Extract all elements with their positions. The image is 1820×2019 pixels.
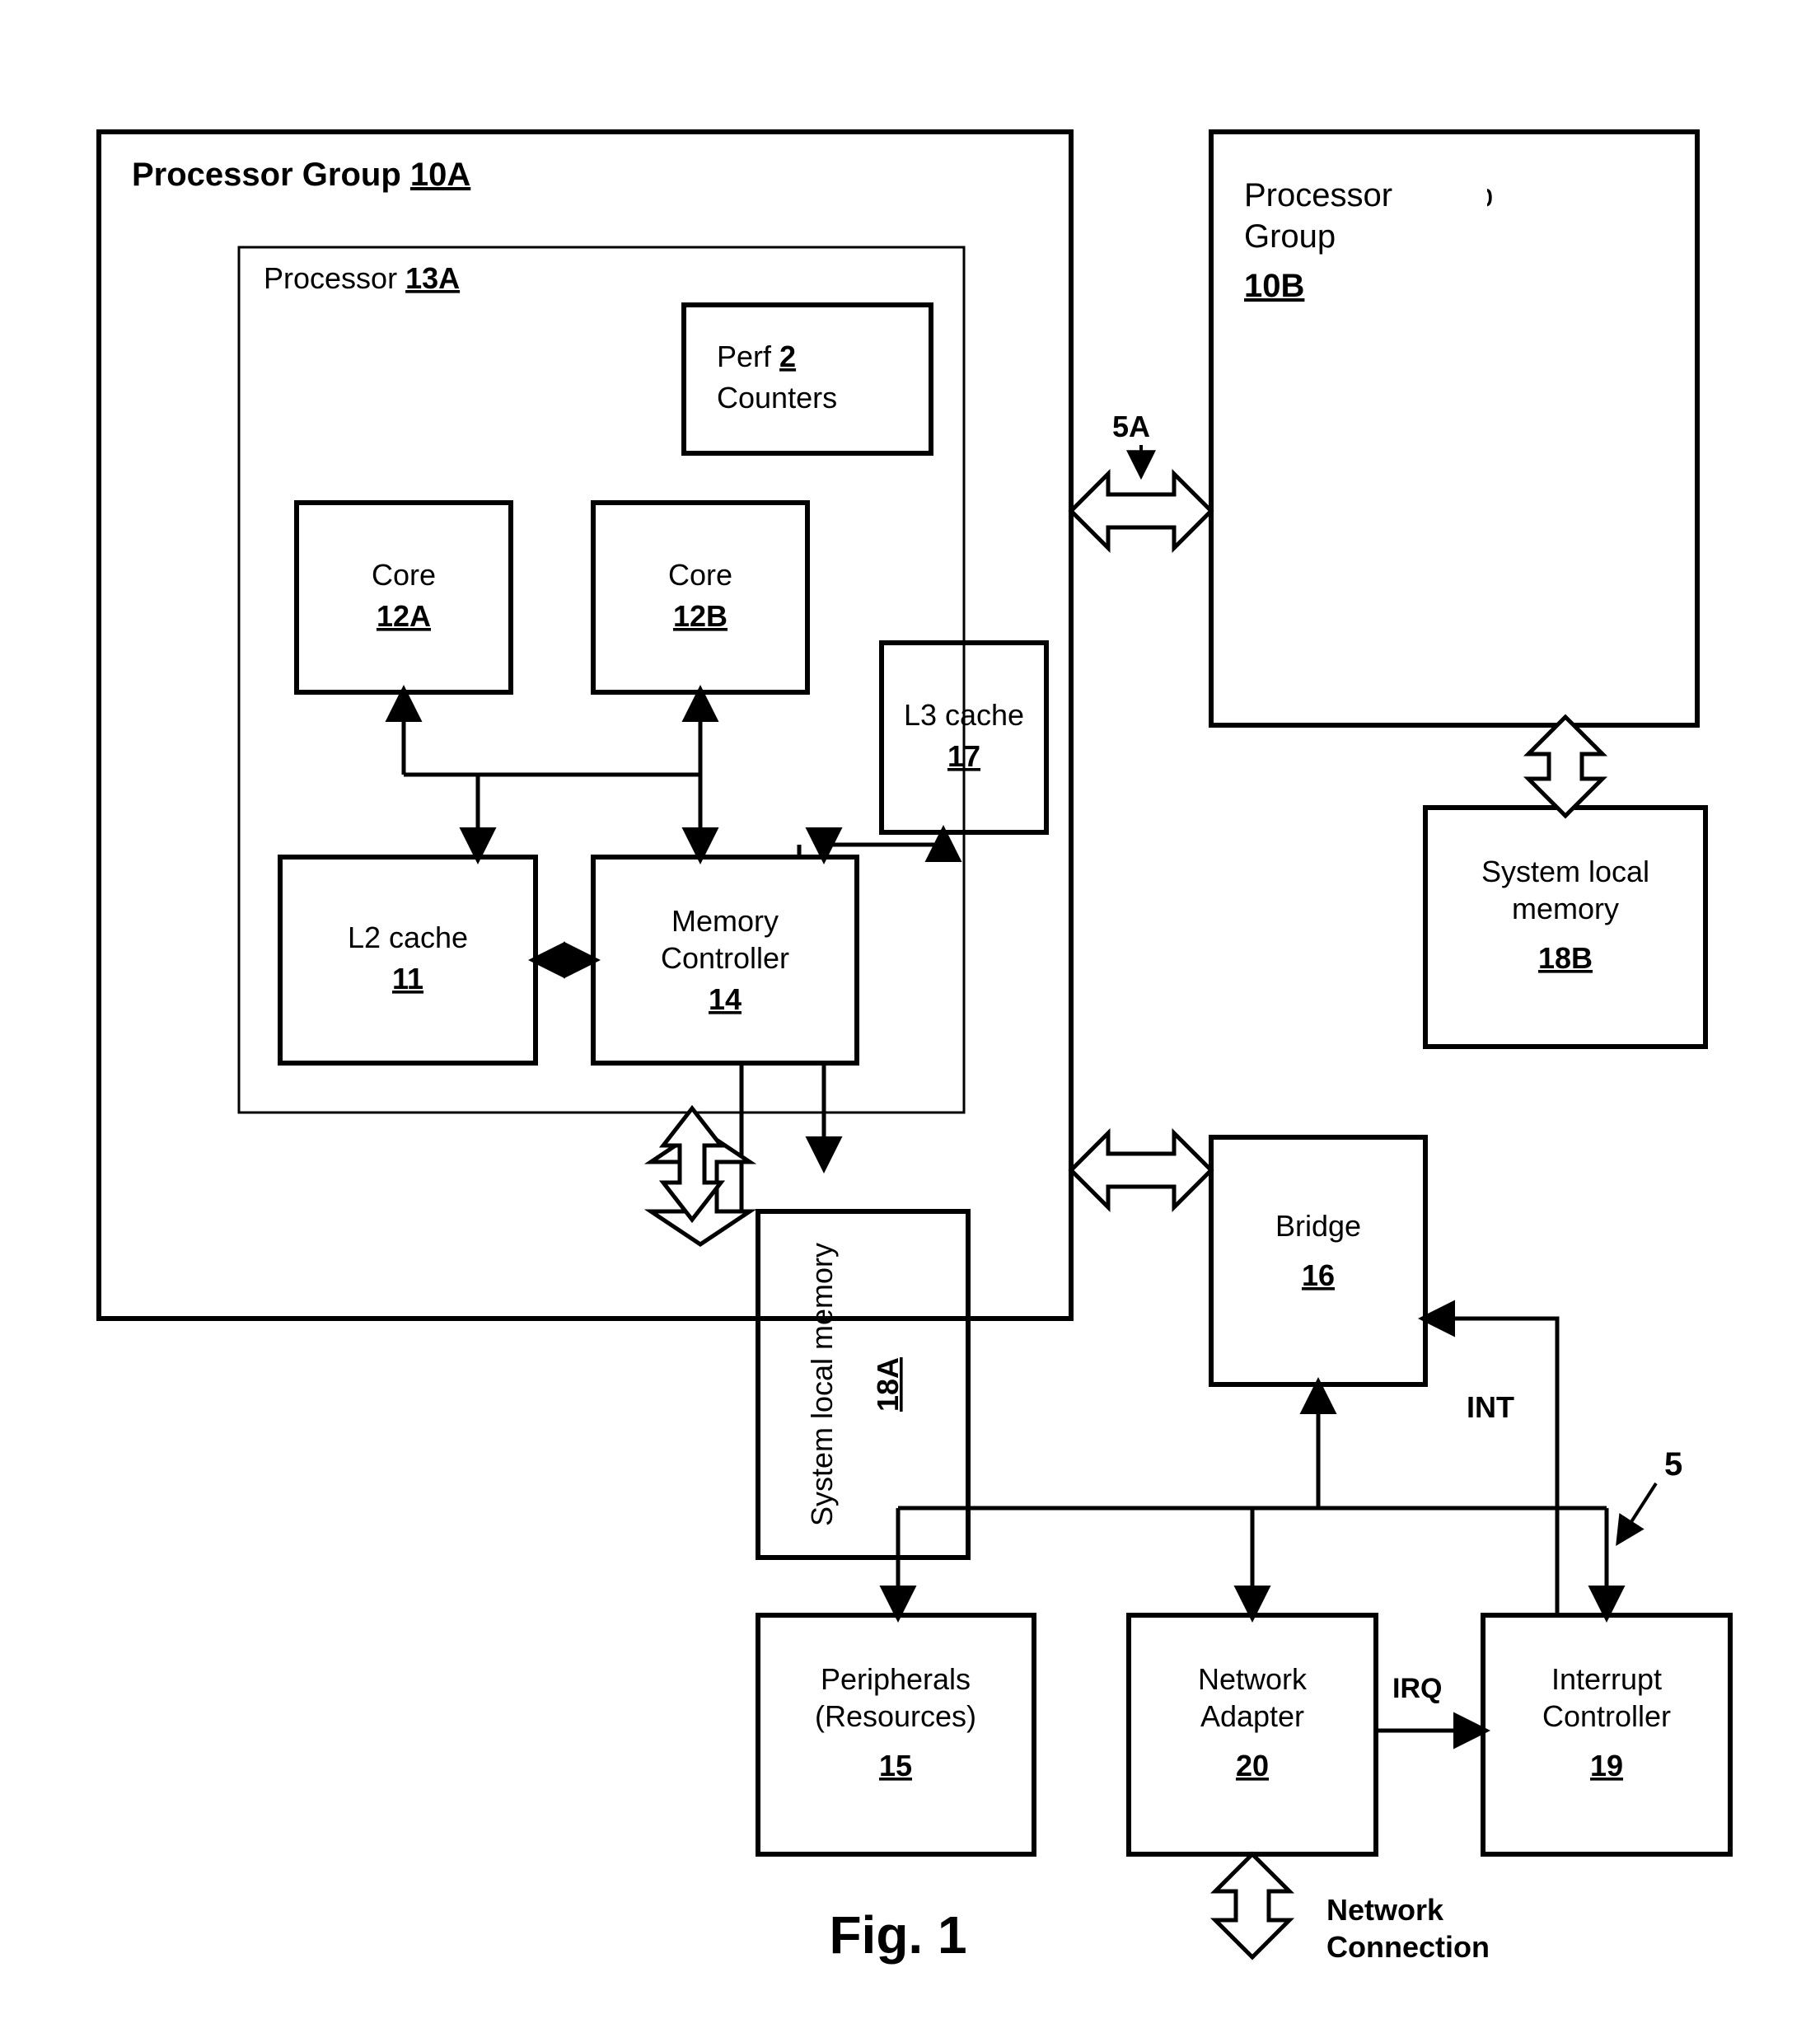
svg-text:Adapter: Adapter [1200,1699,1304,1733]
svg-text:14: 14 [709,982,742,1016]
pg10b-l2: Group [1244,218,1336,255]
ref-5: 5 [1664,1446,1682,1483]
svg-text:11: 11 [392,962,423,995]
svg-text:L3 cache: L3 cache [904,698,1024,732]
l2-cache: L2 cache 11 [280,857,536,1063]
svg-text:18A: 18A [871,1357,905,1412]
svg-text:Controller: Controller [1542,1699,1671,1733]
memctl-l3-link [824,832,943,857]
hollow-arrow-10a-10b [1071,474,1211,548]
svg-text:Bridge: Bridge [1275,1209,1361,1243]
pg10a-title: Processor Group 10A [132,157,470,193]
peripherals: Peripherals (Resources) 15 [758,1615,1034,1854]
svg-text:System local: System local [1481,855,1649,888]
pg10b-ref: 10B [1244,268,1304,304]
svg-text:Interrupt: Interrupt [1551,1662,1662,1696]
svg-text:Core: Core [668,558,732,592]
hollow-arrow-network [1215,1854,1289,1957]
svg-text:memory: memory [1512,892,1619,925]
core-12b: Core 12B [593,503,807,692]
system-local-memory-18a: System local memory 18A [758,1211,968,1558]
svg-text:Core: Core [372,558,436,592]
int-line [1425,1319,1557,1615]
irq-label: IRQ [1392,1673,1442,1704]
proc13a-title: Processor 13A [264,261,460,295]
memory-controller: Memory Controller 14 [593,857,857,1063]
svg-text:Memory: Memory [671,904,779,938]
figure-title: Fig. 1 [829,1905,966,1965]
pg10b-l1: Processor [1244,177,1392,213]
svg-text:L2 cache: L2 cache [348,920,468,954]
svg-text:18B: 18B [1538,941,1593,975]
system-local-memory-18b: System local memory 18B [1425,808,1705,1047]
svg-text:12A: 12A [377,599,431,633]
perf-counters: Perf 2 Counters [684,305,931,453]
svg-text:Peripherals: Peripherals [821,1662,971,1696]
svg-text:(Resources): (Resources) [815,1699,976,1733]
svg-text:System local memory: System local memory [805,1243,839,1526]
net-conn-l2: Connection [1326,1930,1490,1964]
network-adapter: Network Adapter 20 [1129,1615,1376,1854]
svg-text:16: 16 [1302,1258,1335,1292]
bridge: Bridge 16 [1211,1137,1425,1384]
interrupt-controller: Interrupt Controller 19 [1483,1615,1730,1854]
svg-text:19: 19 [1590,1749,1623,1782]
hollow-arrow-10b-18b [1528,717,1602,816]
svg-text:12B: 12B [673,599,728,633]
svg-text:Controller: Controller [661,941,789,975]
hollow-arrow-bus-bridge [1071,1133,1211,1207]
svg-text:Perf 2: Perf 2 [717,340,796,373]
svg-text:17: 17 [947,739,980,773]
net-conn-l1: Network [1326,1893,1444,1927]
svg-text:Network: Network [1198,1662,1308,1696]
ref-5a: 5A [1112,410,1150,443]
core-12a: Core 12A [297,503,511,692]
svg-text:15: 15 [879,1749,912,1782]
int-label: INT [1467,1390,1514,1424]
svg-text:20: 20 [1236,1749,1269,1782]
svg-text:Counters: Counters [717,381,837,415]
